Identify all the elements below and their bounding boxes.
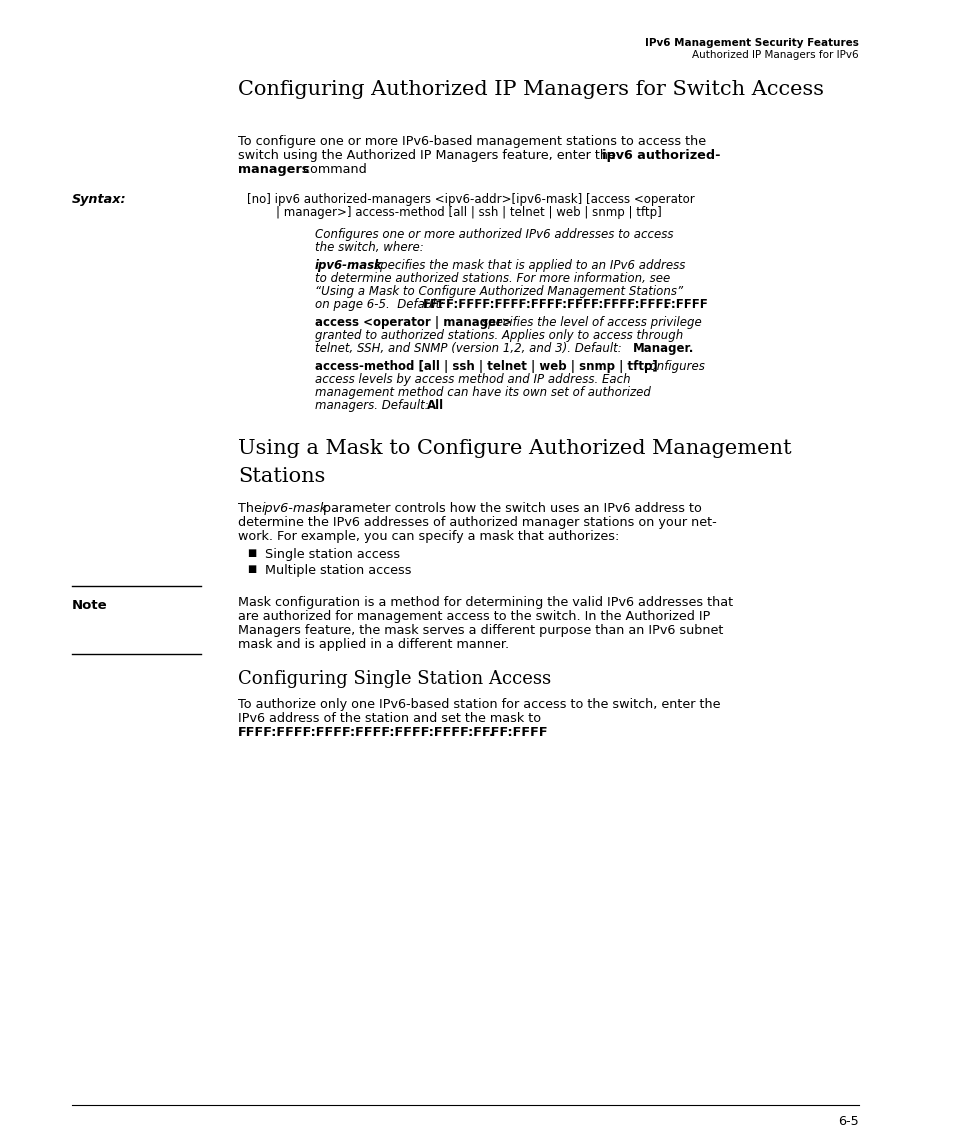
Text: determine the IPv6 addresses of authorized manager stations on your net-: determine the IPv6 addresses of authoriz… — [237, 516, 716, 529]
Text: to determine authorized stations. For more information, see: to determine authorized stations. For mo… — [314, 273, 669, 285]
Text: specifies the level of access privilege: specifies the level of access privilege — [481, 316, 700, 329]
Text: Authorized IP Managers for IPv6: Authorized IP Managers for IPv6 — [691, 50, 858, 60]
Text: switch using the Authorized IP Managers feature, enter the: switch using the Authorized IP Managers … — [237, 149, 619, 161]
Text: “Using a Mask to Configure Authorized Management Stations”: “Using a Mask to Configure Authorized Ma… — [314, 285, 682, 298]
Text: managers: managers — [237, 163, 309, 176]
Text: ■: ■ — [247, 564, 256, 574]
Text: Managers feature, the mask serves a different purpose than an IPv6 subnet: Managers feature, the mask serves a diff… — [237, 624, 722, 637]
Text: command: command — [299, 163, 367, 176]
Text: .: . — [489, 726, 494, 739]
Text: granted to authorized stations. Applies only to access through: granted to authorized stations. Applies … — [314, 329, 682, 342]
Text: access-method [all | ssh | telnet | web | snmp | tftp]: access-method [all | ssh | telnet | web … — [314, 360, 657, 373]
Text: 6-5: 6-5 — [837, 1115, 858, 1128]
Text: .: . — [664, 298, 669, 311]
Text: Using a Mask to Configure Authorized Management: Using a Mask to Configure Authorized Man… — [237, 439, 791, 458]
Text: Multiple station access: Multiple station access — [265, 564, 411, 577]
Text: are authorized for management access to the switch. In the Authorized IP: are authorized for management access to … — [237, 610, 710, 623]
Text: IPv6 address of the station and set the mask to: IPv6 address of the station and set the … — [237, 712, 540, 725]
Text: configures: configures — [643, 360, 705, 373]
Text: access levels by access method and IP address. Each: access levels by access method and IP ad… — [314, 373, 630, 386]
Text: Configures one or more authorized IPv6 addresses to access: Configures one or more authorized IPv6 a… — [314, 228, 673, 240]
Text: specifies the mask that is applied to an IPv6 address: specifies the mask that is applied to an… — [374, 259, 685, 273]
Text: To authorize only one IPv6-based station for access to the switch, enter the: To authorize only one IPv6-based station… — [237, 698, 720, 711]
Text: To configure one or more IPv6-based management stations to access the: To configure one or more IPv6-based mana… — [237, 135, 705, 148]
Text: work. For example, you can specify a mask that authorizes:: work. For example, you can specify a mas… — [237, 530, 618, 543]
Text: telnet, SSH, and SNMP (version 1,2, and 3). Default:: telnet, SSH, and SNMP (version 1,2, and … — [314, 342, 624, 355]
Text: managers. Default:: managers. Default: — [314, 398, 432, 412]
Text: Configuring Authorized IP Managers for Switch Access: Configuring Authorized IP Managers for S… — [237, 80, 823, 98]
Text: ipv6 authorized-: ipv6 authorized- — [601, 149, 720, 161]
Text: FFFF:FFFF:FFFF:FFFF:FFFF:FFFF:FFFF:FFFF: FFFF:FFFF:FFFF:FFFF:FFFF:FFFF:FFFF:FFFF — [422, 298, 708, 311]
Text: ipv6-mask: ipv6-mask — [262, 502, 328, 515]
Text: | manager>] access-method [all | ssh | telnet | web | snmp | tftp]: | manager>] access-method [all | ssh | t… — [276, 206, 661, 219]
Text: Manager.: Manager. — [633, 342, 694, 355]
Text: Configuring Single Station Access: Configuring Single Station Access — [237, 670, 551, 688]
Text: parameter controls how the switch uses an IPv6 address to: parameter controls how the switch uses a… — [319, 502, 701, 515]
Text: access <operator | manager>: access <operator | manager> — [314, 316, 511, 329]
Text: ■: ■ — [247, 548, 256, 558]
Text: mask and is applied in a different manner.: mask and is applied in a different manne… — [237, 638, 509, 652]
Text: The: The — [237, 502, 266, 515]
Text: All: All — [426, 398, 443, 412]
Text: Note: Note — [71, 599, 108, 611]
Text: ipv6-mask: ipv6-mask — [314, 259, 382, 273]
Text: Stations: Stations — [237, 467, 325, 485]
Text: Mask configuration is a method for determining the valid IPv6 addresses that: Mask configuration is a method for deter… — [237, 597, 732, 609]
Text: the switch, where:: the switch, where: — [314, 240, 423, 254]
Text: Syntax:: Syntax: — [71, 194, 127, 206]
Text: on page 6-5.  Default:: on page 6-5. Default: — [314, 298, 447, 311]
Text: IPv6 Management Security Features: IPv6 Management Security Features — [644, 38, 858, 48]
Text: management method can have its own set of authorized: management method can have its own set o… — [314, 386, 650, 398]
Text: Single station access: Single station access — [265, 548, 399, 561]
Text: [no] ipv6 authorized-managers <ipv6-addr>[ipv6-mask] [access <operator: [no] ipv6 authorized-managers <ipv6-addr… — [247, 194, 695, 206]
Text: FFFF:FFFF:FFFF:FFFF:FFFF:FFFF:FFFF:FFFF: FFFF:FFFF:FFFF:FFFF:FFFF:FFFF:FFFF:FFFF — [237, 726, 548, 739]
